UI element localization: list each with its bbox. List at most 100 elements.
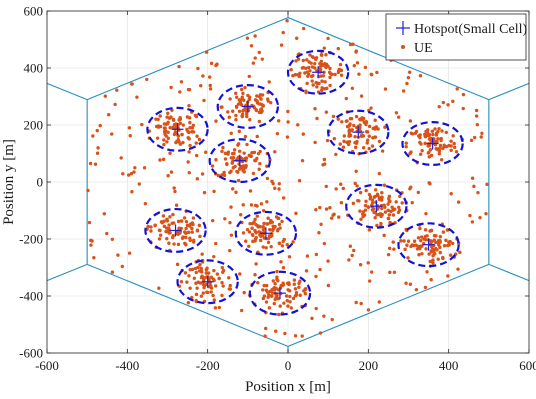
ue-point bbox=[282, 301, 286, 305]
ue-point bbox=[260, 57, 264, 61]
ue-point bbox=[265, 164, 269, 168]
ue-point bbox=[386, 216, 391, 221]
hotspot-coverage-ellipse bbox=[397, 222, 460, 268]
ue-point bbox=[306, 65, 311, 70]
ue-point bbox=[292, 278, 297, 282]
ue-point bbox=[354, 169, 358, 173]
ue-point bbox=[339, 68, 343, 72]
ue-point bbox=[431, 248, 436, 253]
ue-point bbox=[423, 234, 428, 239]
ue-point bbox=[327, 70, 332, 75]
ue-point bbox=[359, 217, 363, 221]
ue-point bbox=[375, 192, 380, 197]
ue-point bbox=[311, 73, 315, 78]
ue-point bbox=[310, 79, 314, 83]
ue-point bbox=[340, 120, 344, 124]
ue-point bbox=[348, 244, 353, 248]
ue-point bbox=[353, 145, 358, 150]
ue-point bbox=[234, 113, 238, 118]
ue-point bbox=[431, 254, 435, 258]
ue-point bbox=[285, 19, 289, 23]
ue-point bbox=[441, 256, 445, 261]
legend-label-hotspot: Hotspot(Small Cell) bbox=[414, 22, 528, 37]
legend: Hotspot(Small Cell) UE bbox=[385, 13, 528, 61]
ue-point bbox=[422, 237, 426, 241]
ue-point bbox=[406, 75, 411, 80]
ue-point bbox=[370, 73, 374, 77]
ue-point bbox=[433, 127, 437, 131]
ue-point bbox=[280, 244, 285, 248]
ue-point bbox=[214, 158, 218, 162]
ue-point bbox=[227, 115, 231, 119]
ue-point bbox=[186, 301, 191, 305]
ue-point bbox=[408, 282, 413, 286]
ue-point bbox=[380, 206, 384, 211]
ue-point bbox=[126, 173, 131, 177]
ue-point bbox=[256, 224, 261, 228]
ue-point bbox=[377, 171, 382, 176]
ue-point bbox=[286, 120, 290, 124]
ue-point bbox=[158, 158, 162, 162]
ue-point bbox=[162, 126, 167, 130]
ue-point bbox=[304, 269, 309, 273]
ue-point bbox=[214, 63, 218, 68]
ue-point bbox=[165, 219, 170, 223]
ue-point bbox=[444, 144, 449, 149]
ue-point bbox=[167, 116, 172, 120]
ue-point bbox=[170, 235, 175, 240]
ue-point bbox=[323, 87, 327, 91]
ue-point bbox=[190, 226, 194, 231]
y-axis-label: Position y [m] bbox=[1, 139, 17, 225]
ue-point bbox=[251, 171, 256, 176]
ue-point bbox=[110, 237, 115, 242]
ue-point bbox=[187, 137, 191, 141]
ue-point bbox=[247, 230, 252, 234]
ue-point bbox=[311, 83, 315, 87]
ue-point bbox=[347, 129, 351, 134]
ue-point bbox=[180, 132, 184, 137]
ue-point bbox=[223, 217, 227, 221]
ue-point bbox=[171, 212, 175, 217]
ue-point bbox=[199, 275, 204, 280]
ue-point bbox=[474, 108, 479, 113]
ue-point bbox=[245, 36, 250, 40]
ue-point bbox=[178, 90, 182, 94]
ue-point bbox=[119, 156, 123, 160]
ue-point bbox=[146, 224, 150, 229]
ue-point bbox=[300, 158, 305, 163]
ue-point bbox=[356, 198, 360, 203]
ue-point bbox=[344, 119, 348, 123]
ue-point bbox=[259, 97, 263, 101]
ue-point bbox=[205, 290, 209, 294]
ue-point bbox=[167, 223, 171, 227]
ue-point bbox=[133, 166, 137, 170]
ue-point bbox=[472, 184, 476, 189]
ue-point bbox=[236, 102, 241, 106]
ue-point bbox=[243, 156, 247, 161]
ue-point bbox=[226, 110, 230, 114]
ue-point bbox=[427, 252, 431, 256]
ue-point bbox=[435, 248, 439, 252]
hotspot-marker bbox=[422, 238, 435, 251]
ue-point bbox=[263, 334, 267, 338]
ue-point bbox=[167, 241, 171, 245]
ue-point bbox=[413, 131, 418, 135]
ue-point bbox=[168, 215, 172, 219]
ue-point bbox=[336, 46, 340, 51]
ue-point bbox=[155, 136, 160, 140]
ue-point bbox=[162, 142, 166, 147]
ue-point bbox=[427, 132, 432, 137]
ue-point bbox=[368, 197, 373, 201]
ue-point bbox=[191, 222, 195, 227]
ue-point bbox=[195, 286, 199, 290]
ue-point bbox=[308, 69, 312, 73]
ue-point bbox=[168, 151, 172, 155]
ue-point bbox=[310, 55, 315, 59]
ue-point bbox=[197, 137, 202, 142]
ue-point bbox=[388, 199, 392, 204]
ue-point bbox=[277, 182, 281, 186]
ue-point bbox=[452, 141, 456, 146]
ue-point bbox=[423, 141, 427, 146]
ue-point bbox=[234, 190, 238, 194]
ue-point bbox=[261, 296, 266, 301]
